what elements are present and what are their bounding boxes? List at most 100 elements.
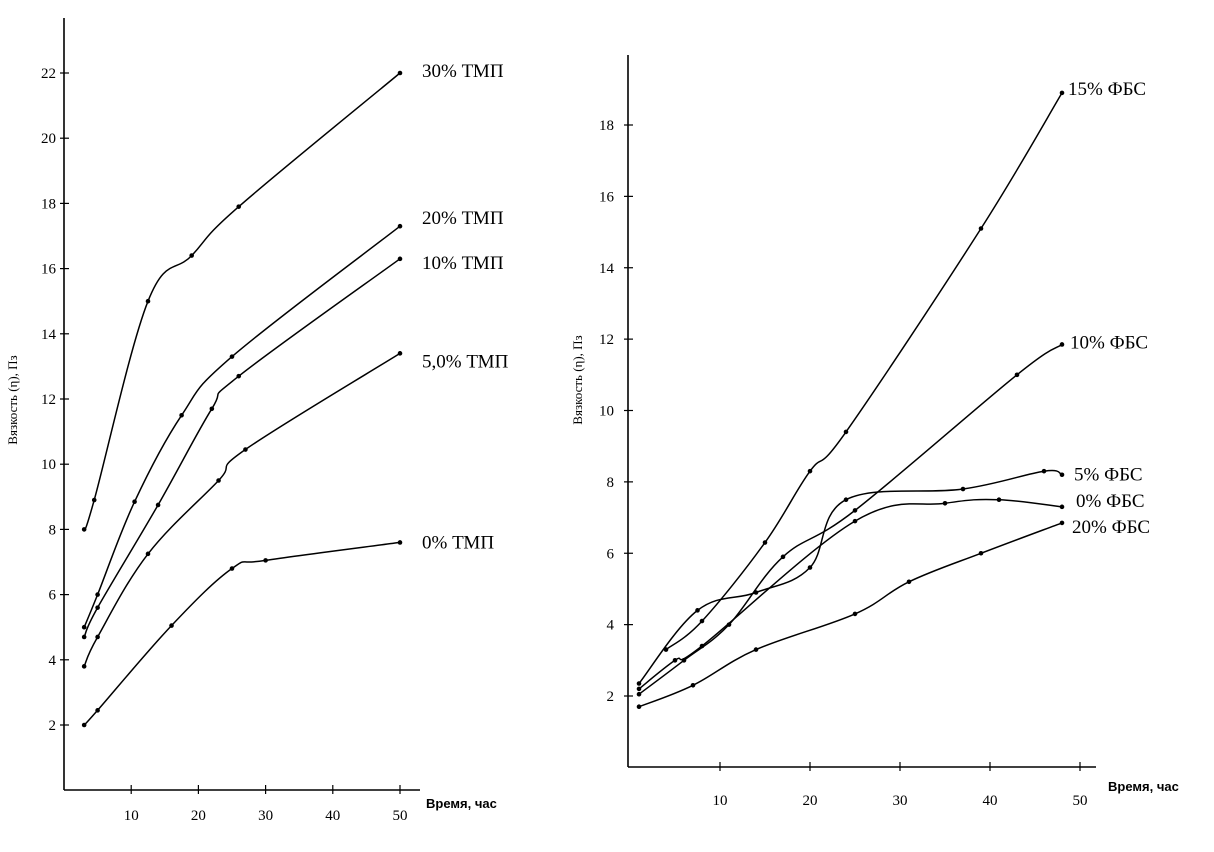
series-line-30-ТМП: [83, 72, 401, 530]
data-point: [236, 373, 242, 379]
y-tick-label: 14: [599, 261, 615, 277]
series-label: 30% ТМП: [422, 61, 504, 82]
x-tick-label: 30: [893, 793, 908, 809]
x-tick-label: 10: [713, 793, 728, 809]
series-label: 0% ТМП: [422, 532, 494, 553]
data-point: [753, 590, 759, 595]
data-point: [695, 608, 700, 613]
data-point: [229, 566, 235, 571]
x-tick-label: 20: [803, 793, 818, 809]
data-point: [699, 643, 705, 649]
data-point: [243, 447, 248, 452]
y-tick-label: 8: [49, 522, 57, 538]
data-point: [209, 406, 215, 412]
series-line-0-ТМП: [83, 541, 401, 726]
data-point: [263, 558, 268, 563]
data-point: [81, 664, 87, 669]
data-point: [95, 634, 100, 640]
y-tick-label: 16: [41, 262, 57, 278]
data-point: [690, 682, 696, 688]
data-point: [145, 298, 151, 304]
x-axis-label: Время, час: [426, 796, 497, 811]
data-point: [81, 624, 87, 630]
series-label: 10% ФБС: [1070, 332, 1148, 353]
data-point: [942, 500, 948, 506]
series-line-0-ФБС: [638, 498, 1063, 690]
data-point: [1059, 520, 1065, 526]
x-tick-label: 50: [1073, 793, 1088, 809]
series-line-10-ФБС: [638, 343, 1063, 695]
data-point: [852, 518, 858, 524]
data-point: [95, 592, 100, 597]
data-point: [762, 540, 768, 545]
data-point: [906, 579, 912, 585]
y-tick-label: 10: [41, 457, 56, 473]
series-line-20-ТМП: [83, 225, 401, 628]
series-line-10-ТМП: [83, 258, 401, 638]
y-tick-label: 16: [599, 189, 615, 205]
data-point: [81, 722, 87, 728]
series-line-15-ФБС: [665, 92, 1063, 651]
series-label: 0% ФБС: [1076, 491, 1145, 512]
data-point: [636, 686, 642, 692]
chart-left-tmp: 2 4 6 8 10 12 14 16 18 20 22 10 20 30 40 50 Вязкость (η)…: [5, 18, 509, 824]
x-axis-label: Время, час: [1108, 779, 1179, 794]
series-line-5-ФБС: [638, 469, 1063, 684]
data-point: [1059, 90, 1065, 96]
data-point: [996, 497, 1002, 503]
data-point: [169, 623, 174, 628]
data-point: [780, 554, 786, 560]
data-point: [81, 527, 87, 532]
data-point: [1041, 468, 1047, 474]
series-label: 5% ФБС: [1074, 465, 1143, 486]
y-axis-label: Вязкость (η), Пз: [5, 355, 20, 444]
y-tick-label: 4: [49, 653, 57, 669]
data-point: [91, 497, 97, 503]
data-point: [960, 486, 966, 492]
data-point: [1014, 372, 1020, 378]
data-point: [81, 634, 87, 640]
y-tick-label: 4: [607, 618, 615, 634]
y-tick-label: 12: [599, 332, 614, 348]
data-point: [155, 502, 161, 508]
data-point: [636, 691, 642, 697]
data-point: [189, 253, 194, 258]
series-label: 15% ФБС: [1068, 79, 1146, 100]
data-point: [852, 508, 858, 513]
series-label: 10% ТМП: [422, 253, 504, 274]
y-tick-label: 18: [41, 196, 56, 212]
y-tick-label: 20: [41, 131, 56, 147]
y-tick-label: 2: [49, 718, 57, 734]
data-point: [843, 497, 849, 503]
data-point: [843, 429, 849, 435]
y-tick-label: 6: [607, 546, 615, 562]
data-point: [1059, 504, 1065, 510]
y-tick-label: 2: [607, 689, 615, 705]
data-point: [636, 681, 642, 686]
series-label: 20% ТМП: [422, 208, 504, 229]
data-point: [95, 708, 100, 713]
chart-right-fbs: 2 4 6 8 10 12 14 16 18 10 20 30 40 50 Вязкость (η), Пз…: [570, 55, 1179, 809]
data-point: [807, 565, 813, 570]
data-point: [1059, 342, 1065, 347]
data-point: [397, 540, 403, 545]
series-label: 5,0% ТМП: [422, 351, 509, 372]
data-point: [132, 499, 137, 504]
series-label: 20% ФБС: [1072, 517, 1150, 538]
data-point: [852, 611, 858, 617]
y-tick-label: 14: [41, 327, 57, 343]
data-point: [95, 605, 100, 610]
x-tick-label: 30: [258, 808, 273, 824]
x-tick-label: 40: [325, 808, 340, 824]
y-tick-label: 18: [599, 118, 614, 134]
series-line-20-ФБС: [638, 522, 1063, 708]
data-point: [1059, 472, 1065, 478]
data-point: [397, 223, 403, 229]
data-point: [699, 618, 705, 624]
x-tick-label: 40: [983, 793, 998, 809]
data-point: [636, 704, 642, 710]
y-axis-label: Вязкость (η), Пз: [570, 335, 585, 424]
data-point: [807, 468, 813, 474]
data-point: [145, 551, 151, 557]
